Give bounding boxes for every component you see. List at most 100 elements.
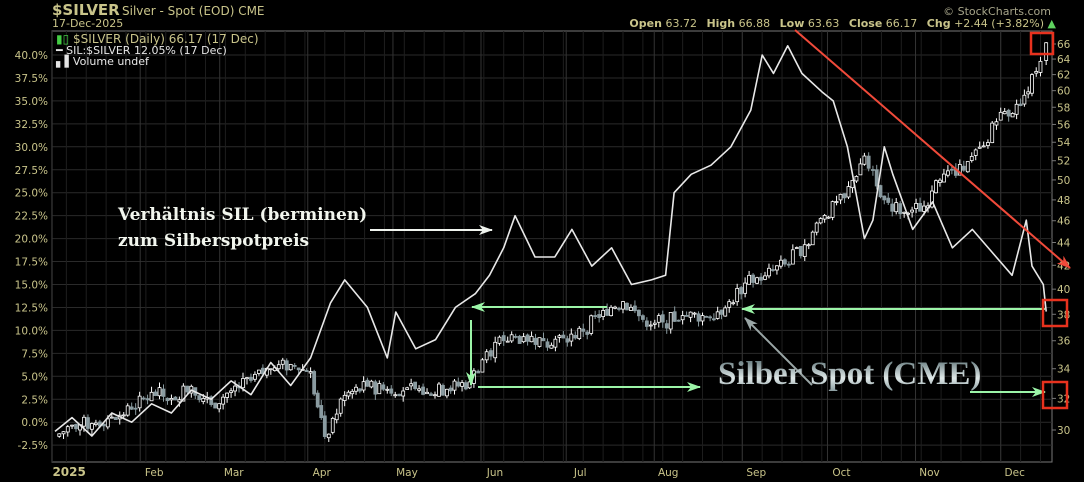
left-axis-tick: 15.0% bbox=[15, 280, 48, 292]
candle-body bbox=[425, 391, 429, 395]
candle-body bbox=[786, 263, 791, 266]
candle-body bbox=[82, 416, 86, 427]
candle-body bbox=[581, 328, 586, 332]
candle-body bbox=[437, 383, 441, 397]
candle-body bbox=[874, 169, 879, 187]
candle-body bbox=[137, 395, 142, 409]
candle-body bbox=[1006, 109, 1011, 117]
x-axis-tick: Sep bbox=[746, 467, 766, 479]
candle-body bbox=[280, 359, 285, 365]
candle-body bbox=[930, 190, 934, 208]
left-axis-tick: 7.5% bbox=[21, 348, 48, 360]
candle-body bbox=[57, 433, 62, 437]
right-axis-tick: 62 bbox=[1057, 70, 1070, 82]
candle-body bbox=[945, 170, 950, 176]
candle-body bbox=[93, 422, 98, 425]
candle-body bbox=[676, 319, 681, 322]
chg-value: +2.44 (+3.82%) bbox=[954, 17, 1045, 30]
right-axis-tick: 54 bbox=[1057, 137, 1071, 149]
candle-body bbox=[296, 367, 301, 371]
right-axis-tick: 58 bbox=[1057, 102, 1070, 114]
legend-volume-text: Volume undef bbox=[72, 55, 149, 68]
candle-body bbox=[696, 313, 701, 322]
candle-body bbox=[357, 388, 362, 392]
right-axis-tick: 46 bbox=[1057, 216, 1071, 228]
candle-body bbox=[589, 315, 594, 334]
legend-ratio-text: SIL:$SILVER 12.05% (17 Dec) bbox=[66, 44, 227, 57]
candle-body bbox=[830, 201, 835, 218]
candle-body bbox=[365, 379, 370, 387]
ratio-annotation: Verhältnis SIL (berminen) zum Silberspot… bbox=[118, 202, 367, 254]
open-label: Open bbox=[629, 17, 662, 30]
candle-body bbox=[719, 309, 724, 315]
candle-body bbox=[723, 307, 728, 317]
candle-body bbox=[456, 381, 461, 387]
candle-body bbox=[429, 393, 433, 396]
candle-body bbox=[346, 391, 351, 397]
candle-body bbox=[521, 336, 526, 343]
left-axis-tick: 17.5% bbox=[15, 257, 48, 269]
candle-body bbox=[405, 387, 410, 390]
ratio-annotation-line2: zum Silberspotpreis bbox=[118, 231, 310, 251]
candle-body bbox=[61, 431, 66, 435]
candle-body bbox=[121, 414, 126, 417]
candle-body bbox=[597, 314, 602, 318]
candle-body bbox=[105, 418, 110, 428]
highlight-box bbox=[1041, 298, 1069, 328]
candle-body bbox=[731, 302, 736, 305]
candle-body bbox=[493, 341, 498, 359]
candle-body bbox=[1026, 91, 1031, 95]
candle-body bbox=[664, 323, 669, 329]
candle-body bbox=[672, 311, 677, 322]
right-axis-tick: 32 bbox=[1057, 393, 1070, 405]
candle-body bbox=[433, 394, 437, 397]
candle-body bbox=[871, 169, 875, 171]
left-axis-tick: -2.5% bbox=[18, 440, 48, 452]
candle-body bbox=[902, 211, 907, 214]
chart-date: 17-Dec-2025 bbox=[52, 17, 124, 30]
candle-body bbox=[779, 259, 783, 267]
x-axis-tick: Nov bbox=[919, 467, 940, 479]
candle-body bbox=[169, 398, 174, 401]
candle-body bbox=[834, 201, 839, 203]
candle-body bbox=[798, 245, 803, 257]
right-axis-tick: 60 bbox=[1057, 86, 1070, 98]
candle-body bbox=[209, 396, 214, 405]
candle-body bbox=[739, 287, 744, 295]
candle-body bbox=[854, 176, 859, 182]
candle-body bbox=[350, 390, 355, 395]
candle-body bbox=[463, 382, 468, 390]
candle-body bbox=[545, 341, 550, 348]
candle-body bbox=[633, 305, 637, 312]
candle-body bbox=[890, 203, 895, 212]
legend-main: ▮▯ $SILVER (Daily) 66.17 (17 Dec) bbox=[56, 32, 259, 46]
ratio-annotation-line1: Verhältnis SIL (berminen) bbox=[118, 205, 368, 225]
candle-body bbox=[505, 340, 510, 343]
candle-body bbox=[537, 337, 542, 347]
left-axis-tick: 5.0% bbox=[21, 371, 48, 383]
gray-arrow-to-spot bbox=[744, 317, 813, 386]
left-axis-tick: 37.5% bbox=[15, 73, 48, 85]
candle-body bbox=[625, 302, 629, 311]
left-axis-tick: 27.5% bbox=[15, 165, 48, 177]
candle-body bbox=[342, 394, 347, 401]
candle-body bbox=[743, 282, 748, 294]
candle-body bbox=[684, 315, 689, 317]
candle-body bbox=[866, 155, 871, 169]
candle-body bbox=[452, 380, 457, 391]
candle-body bbox=[644, 320, 649, 327]
legend-ratio: ━ SIL:$SILVER 12.05% (17 Dec) bbox=[56, 44, 227, 57]
candle-body bbox=[585, 331, 590, 335]
candle-body bbox=[484, 351, 489, 361]
candle-body bbox=[471, 370, 476, 384]
candle-body bbox=[688, 311, 693, 318]
x-axis-tick: Feb bbox=[145, 467, 164, 479]
candle-body bbox=[373, 381, 378, 395]
candle-body bbox=[409, 383, 414, 387]
candle-body bbox=[173, 396, 178, 401]
candle-body bbox=[806, 244, 811, 247]
stockcharts-credit: © StockCharts.com bbox=[943, 5, 1051, 18]
right-axis-tick: 36 bbox=[1057, 336, 1071, 348]
x-axis-tick: May bbox=[396, 467, 418, 479]
candle-body bbox=[393, 394, 398, 397]
